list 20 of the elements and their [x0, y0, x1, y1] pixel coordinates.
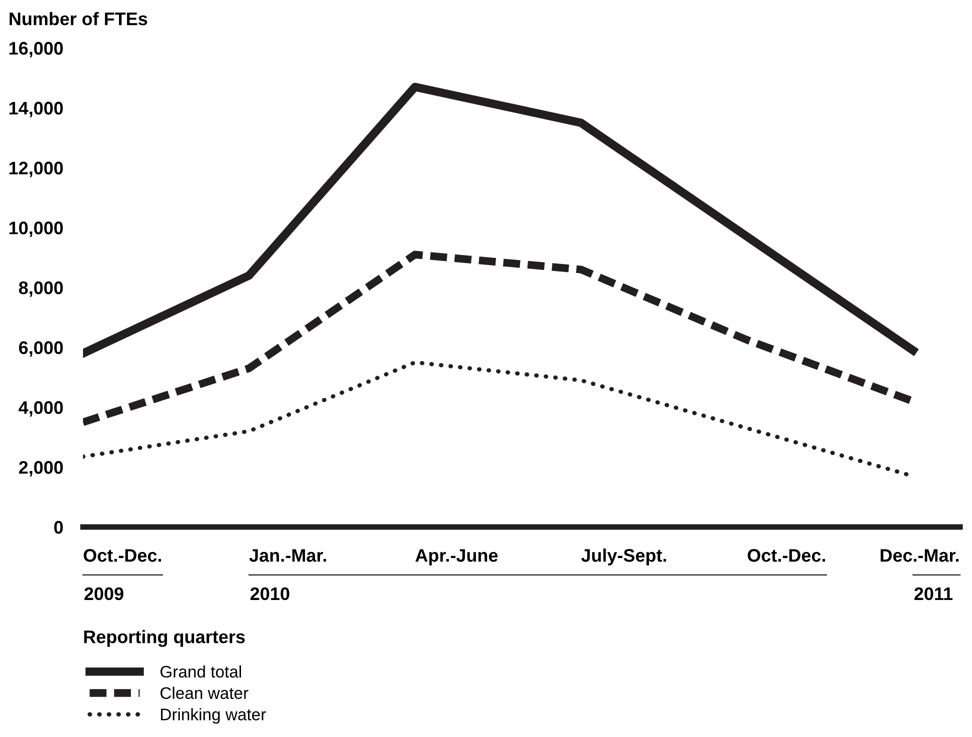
y-axis-title: Number of FTEs — [10, 12, 148, 26]
legend-label: Drinking water — [161, 708, 266, 724]
category-label: Oct.-Dec. 2009 — [84, 549, 162, 600]
y-tick-label: 8,000 — [18, 281, 63, 297]
category-label: Jan.-Mar. 2010 — [249, 549, 326, 600]
y-tick-label: 2,000 — [19, 461, 63, 476]
y-tick-label: 14,000 — [9, 102, 63, 118]
y-tick-label: 0 — [54, 520, 63, 534]
category-label: Dec.-Mar. 2011 — [880, 549, 959, 600]
y-tick-label: 6,000 — [19, 341, 63, 357]
x-tick-label: Apr.-June — [415, 549, 498, 566]
y-tick-label: 10,000 — [9, 222, 63, 237]
x-axis-title: Reporting quarters — [84, 630, 245, 647]
x-tick-label: Oct.-Dec. — [748, 549, 826, 562]
legend-label: Clean water — [160, 686, 248, 700]
x-tick-label: July-Sept. — [581, 548, 666, 566]
y-tick-label: 16,000 — [9, 42, 63, 58]
y-tick-label: 4,000 — [18, 401, 63, 417]
legend-label: Grand total — [160, 665, 242, 678]
y-tick-label: 12,000 — [9, 162, 63, 178]
